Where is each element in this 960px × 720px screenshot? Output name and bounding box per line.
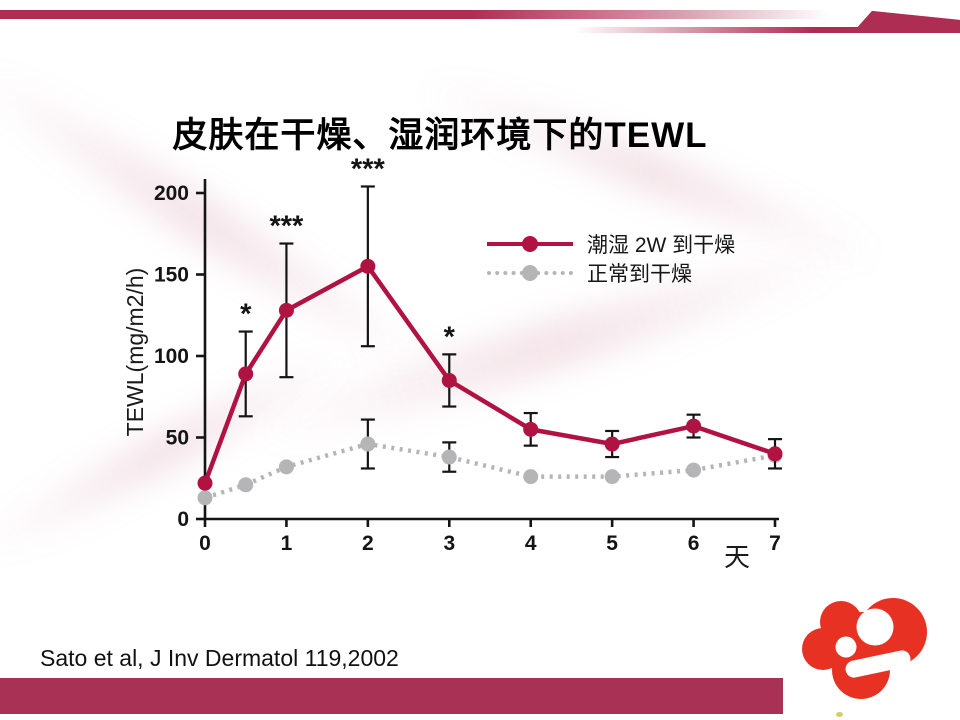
chart-legend: 潮湿 2W 到干燥 正常到干燥 (487, 230, 735, 286)
brand-logo-icon (802, 598, 927, 699)
data-point-marker (523, 469, 539, 485)
legend-item-wet2w: 潮湿 2W 到干燥 (487, 230, 735, 257)
citation-text: Sato et al, J Inv Dermatol 119,2002 (40, 645, 399, 671)
x-tick-label: 4 (525, 532, 537, 555)
axes: 0 50 100 150 200 0 1 2 3 4 5 6 7 (154, 179, 781, 555)
legend-label-wet2w: 潮湿 2W 到干燥 (587, 233, 736, 257)
data-point-marker (604, 469, 620, 485)
logo-small-white-circle (835, 636, 857, 658)
data-point-marker (238, 477, 254, 493)
data-point-marker (360, 436, 376, 452)
data-point-marker (360, 258, 376, 274)
series-line (202, 264, 776, 484)
data-point-marker (197, 475, 213, 491)
data-point-marker (604, 436, 620, 452)
data-point-marker (278, 302, 294, 318)
top-accent-bar (0, 10, 855, 19)
y-axis-title: TEWL(mg/m2/h) (122, 268, 148, 437)
slide-title: 皮肤在干燥、湿润环境下的TEWL (172, 116, 708, 156)
x-axis-title: 天 (724, 542, 750, 572)
y-tick-label: 100 (154, 345, 189, 368)
x-tick-label: 0 (199, 532, 211, 555)
significance-marker: * (240, 299, 252, 331)
y-tick-label: 150 (154, 264, 189, 287)
x-tick-label: 5 (606, 532, 618, 555)
y-tick-label: 200 (154, 182, 189, 205)
data-point-marker (686, 462, 702, 478)
data-point-marker (278, 459, 294, 475)
x-tick-label: 2 (362, 532, 374, 555)
x-tick-label: 1 (281, 532, 293, 555)
significance-marker: *** (269, 211, 304, 243)
data-point-marker (238, 366, 254, 382)
bottom-accent-bar (0, 678, 783, 714)
logo-big-white-circle (856, 608, 894, 646)
significance-marker: *** (351, 153, 386, 185)
legend-label-normal: 正常到干燥 (587, 262, 692, 286)
y-tick-label: 50 (166, 427, 189, 450)
logo-white-bar (845, 650, 911, 678)
data-point-marker (197, 490, 213, 506)
x-tick-label: 3 (443, 532, 455, 555)
legend-line-red-icon (487, 235, 573, 252)
significance-marker: * (444, 321, 456, 353)
series-正常到干燥 (197, 418, 783, 506)
x-tick-label: 6 (688, 532, 700, 555)
data-point-marker (686, 418, 702, 434)
legend-line-gray-icon (487, 264, 573, 281)
data-point-marker (523, 421, 539, 437)
data-point-marker (441, 372, 457, 388)
legend-item-normal: 正常到干燥 (487, 259, 735, 286)
top-accent-bar-secondary (575, 27, 960, 33)
x-tick-label: 7 (769, 532, 781, 555)
data-point-marker (441, 449, 457, 465)
y-tick-label: 0 (177, 508, 189, 531)
series-潮湿 2W 到干燥: ******** (197, 153, 783, 491)
paper-speck (836, 712, 843, 717)
data-point-marker (767, 446, 783, 462)
